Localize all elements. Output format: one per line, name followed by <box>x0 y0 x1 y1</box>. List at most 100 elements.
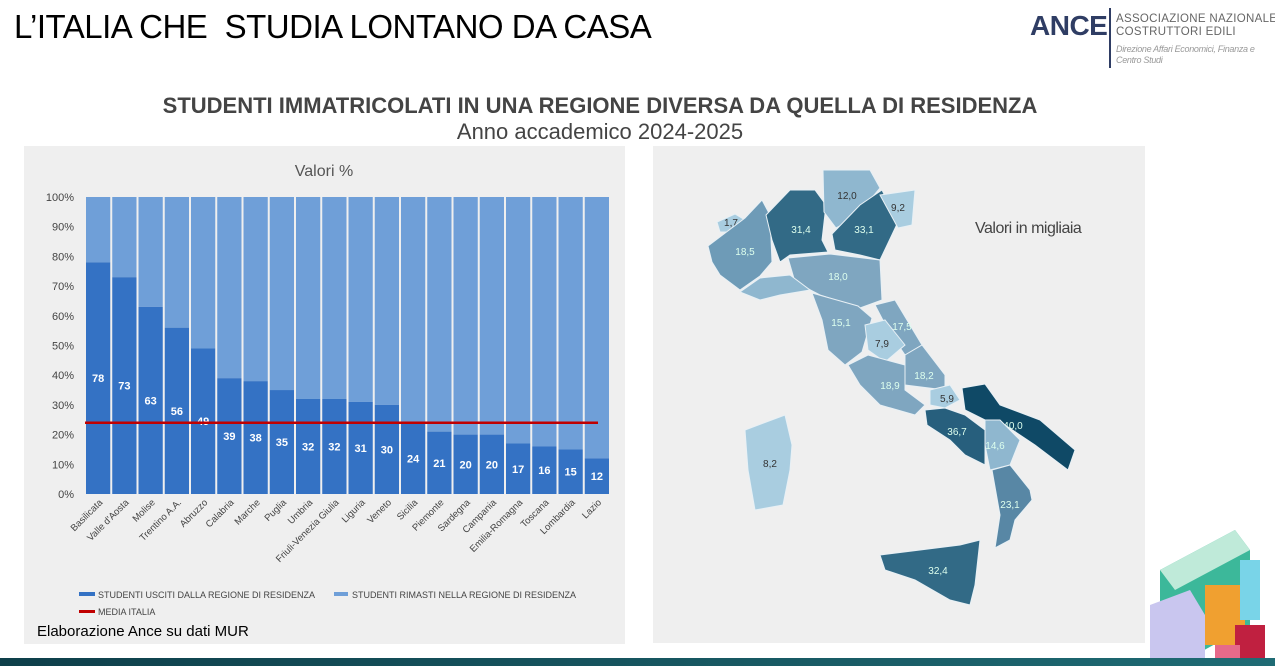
bar-stayed <box>86 197 111 263</box>
map-region <box>991 464 1033 549</box>
map-region <box>847 354 926 416</box>
y-tick-label: 80% <box>52 251 74 263</box>
map-region-value: 18,5 <box>735 247 755 258</box>
bar-value-label: 32 <box>302 441 314 453</box>
logo-line2: COSTRUTTORI EDILI <box>1116 26 1236 38</box>
bar-out <box>191 348 216 494</box>
y-tick-label: 50% <box>52 341 74 353</box>
bar-value-label: 35 <box>276 437 288 449</box>
x-tick-label: Liguria <box>340 497 368 525</box>
y-tick-label: 90% <box>52 222 74 234</box>
logo-dept: Direzione Affari Economici, Finanza e Cen… <box>1116 44 1255 66</box>
bar-out <box>479 434 504 494</box>
bar-out <box>453 434 478 494</box>
bar-value-label: 15 <box>565 467 577 479</box>
bar-stayed <box>112 197 137 278</box>
map-region <box>744 414 793 511</box>
bar-value-label: 78 <box>92 373 104 385</box>
map-region <box>707 199 773 291</box>
y-tick-label: 60% <box>52 311 74 323</box>
y-tick-label: 40% <box>52 370 74 382</box>
bar-out <box>112 277 137 494</box>
legend-swatch-stayed <box>334 592 348 596</box>
x-tick-label: Marche <box>233 497 263 527</box>
bar-chart-panel: Valori % 0% 10% 20% 30% 40% 50% 60% 70% 80% 90% 100… <box>24 146 625 644</box>
bar-stayed <box>401 197 426 423</box>
map-region <box>864 319 906 363</box>
map-region <box>961 383 1076 471</box>
legend-label-out: STUDENTI USCITI DALLA REGIONE DI RESIDEN… <box>98 590 315 600</box>
bar-value-label: 17 <box>512 464 524 476</box>
bar-value-label: 63 <box>145 395 157 407</box>
bar-value-label: 21 <box>433 458 445 470</box>
bar-value-label: 31 <box>355 443 367 455</box>
map-region-value: 17,5 <box>892 322 912 333</box>
chart-title: Valori % <box>295 163 353 180</box>
bar-value-label: 73 <box>118 381 130 393</box>
decorative-cubes-graphic <box>1150 530 1265 666</box>
ance-logo: ANCE ASSOCIAZIONE NAZIONALE COSTRUTTORI E… <box>1030 8 1275 68</box>
map-region-value: 14,6 <box>985 441 1005 452</box>
bar-out <box>401 422 426 494</box>
logo-line3: Direzione Affari Economici, Finanza e <box>1116 44 1255 54</box>
bar-stayed <box>217 197 242 379</box>
logo-name: ANCE <box>1030 10 1108 41</box>
bar-out <box>296 398 321 494</box>
map-region-value: 40,0 <box>1003 421 1023 432</box>
bar-stayed <box>532 197 557 447</box>
map-region-value: 32,4 <box>928 566 948 577</box>
bar-value-label: 38 <box>250 433 262 445</box>
map-region-value: 23,1 <box>1000 500 1020 511</box>
map-region-value: 9,2 <box>891 203 905 214</box>
source-note: Elaborazione Ance su dati MUR <box>37 623 249 640</box>
bar-out <box>584 458 609 494</box>
y-tick-label: 30% <box>52 400 74 412</box>
map-region-liguria <box>738 274 812 301</box>
x-tick-label: Calabria <box>204 497 237 530</box>
map-region-value: 1,7 <box>724 218 738 229</box>
bar-value-label: 32 <box>328 441 340 453</box>
y-tick-label: 0% <box>58 489 74 501</box>
bar-out <box>217 378 242 494</box>
bar-out <box>532 446 557 494</box>
logo-line1: ASSOCIAZIONE NAZIONALE <box>1116 13 1275 25</box>
bar-stayed <box>322 197 347 399</box>
bar-chart: Valori % 0% 10% 20% 30% 40% 50% 60% 70% 80% 90% 100… <box>46 163 609 617</box>
map-region <box>811 292 873 366</box>
map-region-value: 36,7 <box>947 427 967 438</box>
map-region <box>765 189 829 263</box>
map-region-value: 15,1 <box>831 318 851 329</box>
legend-swatch-out <box>79 592 95 596</box>
bar-value-label: 20 <box>460 459 472 471</box>
bar-value-label: 12 <box>591 471 603 483</box>
bar-out <box>138 306 163 494</box>
bar-stayed <box>348 197 373 402</box>
italy-map: Valori in migliaia 1,7 18,5 31,4 12,0 33,1 9,2… <box>707 169 1082 606</box>
footer-bar <box>0 658 1275 666</box>
map-panel: Valori in migliaia 1,7 18,5 31,4 12,0 33,1 9,2… <box>653 146 1145 643</box>
bar-out <box>374 404 399 494</box>
bar-stayed <box>243 197 268 382</box>
map-region <box>879 189 916 229</box>
bar-stayed <box>506 197 531 444</box>
bar-value-label: 24 <box>407 453 420 465</box>
x-tick-label: Lazio <box>580 497 604 521</box>
y-tick-label: 100% <box>46 192 74 204</box>
bar-stayed <box>374 197 399 405</box>
y-tick-label: 10% <box>52 459 74 471</box>
bar-value-label: 30 <box>381 444 393 456</box>
map-region <box>924 407 986 466</box>
y-tick-label: 20% <box>52 430 74 442</box>
map-region <box>904 344 946 391</box>
logo-org: ASSOCIAZIONE NAZIONALE COSTRUTTORI EDILI <box>1116 13 1275 39</box>
map-region-value: 18,0 <box>828 272 848 283</box>
map-region-value: 18,2 <box>914 371 934 382</box>
bar-out <box>558 449 583 494</box>
bar-out <box>322 398 347 494</box>
map-region-value: 31,4 <box>791 225 811 236</box>
bar-out <box>348 401 373 494</box>
bar-out <box>269 390 294 494</box>
bar-out <box>243 381 268 494</box>
bar-stayed <box>584 197 609 459</box>
bar-stayed <box>296 197 321 399</box>
